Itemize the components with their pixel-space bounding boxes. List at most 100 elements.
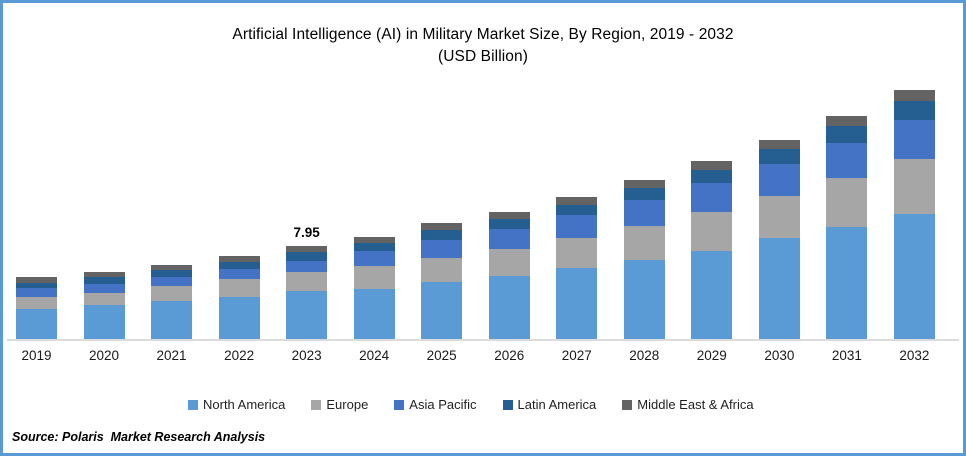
- legend-marker-icon: [502, 399, 513, 410]
- legend-marker-icon: [188, 399, 198, 410]
- legend-label: Latin America: [517, 397, 597, 412]
- bar-segment-north-america: [623, 259, 665, 339]
- bar-segment-latin-america: [691, 169, 733, 184]
- bar-column-2030: [758, 79, 800, 339]
- bar-segment-north-america: [826, 227, 868, 339]
- legend-marker-icon: [394, 399, 405, 410]
- bar-segment-latin-america: [151, 270, 193, 278]
- bar-segment-north-america: [83, 305, 125, 339]
- bar-column-2031: [826, 79, 868, 339]
- x-axis-label-2020: 2020: [89, 348, 120, 363]
- legend: North America Europe Asia Pacific Latin Ame…: [188, 397, 754, 412]
- bar-segment-latin-america: [623, 187, 665, 200]
- bar-segment-middle-east-africa: [151, 264, 193, 271]
- bar-segment-europe: [286, 271, 328, 292]
- bar-segment-europe: [826, 178, 868, 228]
- x-axis-label-2032: 2032: [899, 348, 930, 363]
- legend-item-asia-pacific: Asia Pacific: [394, 397, 477, 412]
- bar-column-2028: [623, 79, 665, 339]
- legend-item-middle-east-africa: Middle East & Africa: [622, 397, 754, 412]
- bar-segment-middle-east-africa: [83, 272, 125, 278]
- bar-column-2020: [83, 79, 125, 339]
- bar-segment-middle-east-africa: [556, 196, 598, 205]
- bar-segment-asia-pacific: [893, 119, 935, 159]
- x-axis-label-2031: 2031: [831, 348, 862, 363]
- bar-segment-north-america: [691, 250, 733, 339]
- bar-segment-asia-pacific: [758, 164, 800, 197]
- plot-area: 7.95: [16, 79, 935, 339]
- bar-segment-north-america: [556, 268, 598, 339]
- bar-column-2024: [353, 79, 395, 339]
- bar-segment-europe: [893, 158, 935, 214]
- legend-marker-icon: [311, 399, 322, 410]
- bar-segment-latin-america: [16, 282, 57, 289]
- bar-segment-europe: [691, 211, 733, 251]
- bar-segment-asia-pacific: [286, 260, 328, 272]
- legend-label: Asia Pacific: [409, 397, 477, 412]
- bar-segment-north-america: [16, 308, 57, 339]
- bar-segment-north-america: [421, 281, 463, 339]
- bar-segment-asia-pacific: [353, 251, 395, 266]
- bar-segment-europe: [353, 265, 395, 289]
- bar-segment-asia-pacific: [16, 288, 57, 298]
- bar-segment-middle-east-africa: [16, 277, 57, 283]
- bar-segment-europe: [421, 257, 463, 282]
- bar-segment-latin-america: [421, 230, 463, 241]
- bar-segment-middle-east-africa: [623, 179, 665, 188]
- bar-segment-asia-pacific: [556, 215, 598, 239]
- legend-item-europe: Europe: [311, 397, 368, 412]
- bar-segment-north-america: [286, 291, 328, 339]
- bar-column-2027: [556, 79, 598, 339]
- bar-segment-north-america: [353, 288, 395, 339]
- bar-column-2022: [218, 79, 260, 339]
- bar-segment-middle-east-africa: [353, 236, 395, 243]
- bar-segment-latin-america: [556, 204, 598, 216]
- bar-segment-north-america: [151, 301, 193, 339]
- bar-segment-middle-east-africa: [758, 140, 800, 150]
- bar-segment-north-america: [488, 275, 530, 339]
- bar-column-2029: [691, 79, 733, 339]
- bar-segment-latin-america: [488, 218, 530, 230]
- chart-title: Artificial Intelligence (AI) in Military…: [3, 24, 963, 68]
- source-note: Source: Polaris Market Research Analysis: [12, 430, 266, 444]
- bar-column-2021: [151, 79, 193, 339]
- bar-segment-asia-pacific: [218, 269, 260, 280]
- x-axis-label-2028: 2028: [629, 348, 660, 363]
- bar-segment-europe: [488, 248, 530, 276]
- bar-segment-europe: [623, 226, 665, 260]
- bar-segment-middle-east-africa: [286, 245, 328, 252]
- bar-segment-latin-america: [286, 251, 328, 261]
- bar-segment-asia-pacific: [488, 229, 530, 249]
- bar-segment-middle-east-africa: [421, 223, 463, 231]
- bar-segment-europe: [556, 238, 598, 269]
- bar-segment-latin-america: [758, 149, 800, 165]
- bar-segment-asia-pacific: [83, 283, 125, 293]
- bar-segment-europe: [758, 196, 800, 239]
- bar-column-2023: 7.95: [286, 79, 328, 339]
- legend-item-latin-america: Latin America: [502, 397, 597, 412]
- x-axis-label-2022: 2022: [224, 348, 255, 363]
- bar-segment-latin-america: [218, 262, 260, 270]
- bar-column-2032: [893, 79, 935, 339]
- bar-segment-latin-america: [353, 242, 395, 252]
- bar-segment-europe: [151, 286, 193, 302]
- x-axis-label-2029: 2029: [696, 348, 727, 363]
- x-axis-line: [7, 339, 959, 341]
- bar-column-2019: [16, 79, 57, 339]
- bar-segment-asia-pacific: [151, 277, 193, 287]
- bar-segment-middle-east-africa: [893, 89, 935, 101]
- bar-segment-asia-pacific: [691, 183, 733, 212]
- x-axis-label-2019: 2019: [21, 348, 52, 363]
- legend-item-north-america: North America: [188, 397, 285, 412]
- x-axis-label-2026: 2026: [494, 348, 525, 363]
- x-axis-label-2023: 2023: [291, 348, 322, 363]
- bar-segment-asia-pacific: [623, 199, 665, 227]
- bar-segment-latin-america: [83, 277, 125, 284]
- x-axis-label-2021: 2021: [156, 348, 187, 363]
- bar-segment-north-america: [758, 238, 800, 339]
- bar-segment-latin-america: [826, 126, 868, 144]
- total-data-label: 7.95: [293, 224, 320, 240]
- legend-label: Europe: [326, 397, 369, 412]
- x-axis-label-2027: 2027: [561, 348, 592, 363]
